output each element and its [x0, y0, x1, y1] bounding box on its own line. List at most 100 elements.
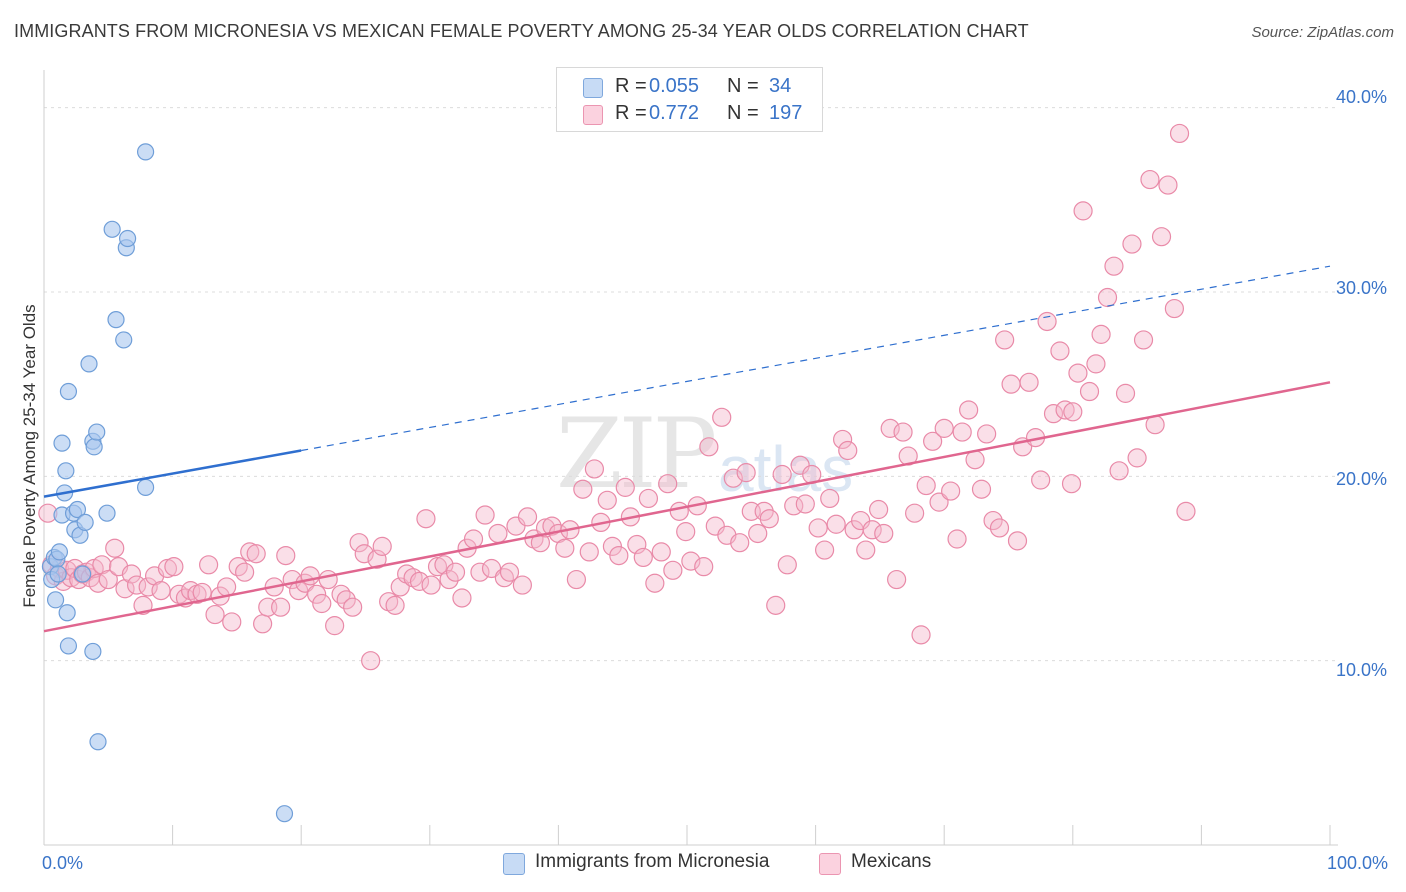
legend-row-micronesia: R = 0.055 N = 34 — [557, 75, 822, 103]
mexicans-point — [947, 529, 967, 549]
mexicans-point — [862, 520, 882, 540]
mexicans-point — [609, 545, 629, 566]
mexicans-point — [615, 477, 635, 497]
data-points — [38, 123, 1196, 823]
legend-n-label: N = — [727, 102, 759, 124]
mexicans-point — [772, 464, 792, 485]
mexicans-point — [276, 545, 296, 566]
bottom-legend-label: Mexicans — [851, 851, 932, 872]
y-tick-label-30: 30.0% — [1336, 278, 1388, 298]
grid-lines — [44, 107, 1338, 662]
mexicans-point — [1079, 381, 1100, 402]
mexicans-point — [880, 418, 900, 438]
mexicans-point — [1043, 404, 1064, 424]
mexicans-point — [379, 592, 399, 612]
x-tick-label-min: 0.0% — [42, 853, 84, 873]
stats-legend: R = 0.055 N = 34 R = 0.772 N = 197 — [556, 67, 823, 132]
mexicans-point — [488, 523, 508, 544]
micronesia-point — [49, 565, 67, 583]
micronesia-point — [275, 805, 294, 823]
mexicans-point — [694, 557, 714, 577]
mexicans-point — [312, 593, 332, 614]
bottom-legend-label: Immigrants from Micronesia — [535, 851, 770, 872]
mexicans-point — [372, 536, 392, 556]
micronesia-point — [50, 543, 69, 561]
mexicans-point — [584, 459, 605, 479]
mexicans-point — [98, 569, 118, 590]
mexicans-point — [736, 463, 756, 483]
mexicans-point — [385, 595, 405, 615]
mexicans-point — [1055, 400, 1075, 420]
legend-r-value: 0.055 — [649, 75, 700, 97]
mexicans-point — [838, 440, 858, 461]
mexicans-point — [138, 577, 158, 597]
micronesia-point — [98, 504, 116, 522]
micronesia-point — [85, 438, 103, 456]
mexicans-point — [1122, 234, 1142, 254]
y-tick-label-40: 40.0% — [1336, 87, 1388, 107]
mexicans-point — [336, 590, 356, 610]
mexicans-point — [416, 509, 436, 529]
mexicans-point — [959, 400, 979, 420]
mexicans-point — [941, 481, 961, 501]
mexicans-point — [217, 577, 237, 597]
mexicans-point — [1073, 201, 1093, 221]
mexicans-point — [157, 558, 178, 579]
micronesia-point — [76, 513, 94, 532]
mexicans-point — [445, 562, 466, 582]
mexicans-point — [1127, 448, 1147, 468]
mexicans-point — [1037, 311, 1057, 332]
x-tick-label-max: 100.0% — [1327, 853, 1389, 873]
trend-lines — [43, 265, 1331, 633]
legend-n-label: N = — [727, 75, 759, 97]
legend-row-mexicans: R = 0.772 N = 197 — [557, 102, 822, 130]
mexicans-point — [1104, 256, 1124, 276]
legend-swatch-pink — [583, 105, 603, 125]
micronesia-point — [73, 565, 92, 583]
mexicans-point — [271, 597, 291, 617]
mexicans-point — [307, 584, 327, 604]
mexicans-point — [1086, 354, 1106, 374]
mexicans-point — [1169, 123, 1190, 144]
mexicans-point — [651, 542, 671, 562]
mexicans-point — [164, 557, 184, 577]
mexicans-point — [905, 503, 925, 523]
mexicans-point — [1140, 169, 1160, 190]
mexicans-point — [452, 588, 472, 608]
mexicans-point — [934, 418, 954, 438]
mexicans-point — [475, 505, 495, 525]
mexicans-point — [971, 479, 992, 499]
mexicans-point — [512, 575, 532, 595]
mexicans-point — [494, 568, 514, 588]
mexicans-point — [409, 571, 430, 591]
mexicans-point — [638, 488, 659, 509]
mexicans-point — [1133, 330, 1154, 350]
mexicans-point — [699, 437, 719, 457]
mexicans-point — [133, 595, 153, 615]
legend-swatch-blue — [583, 78, 603, 98]
mexicans-point — [1019, 372, 1039, 392]
mexicans-point — [911, 625, 931, 645]
mexicans-point — [579, 542, 599, 562]
legend-r-value: 0.772 — [649, 102, 700, 124]
bottom-legend-swatch-pink — [819, 853, 841, 875]
y-axis-label: Female Poverty Among 25-34 Year Olds — [20, 304, 39, 608]
mexicans-point — [403, 568, 423, 588]
mexicans-point — [439, 569, 459, 590]
mexicans-point — [1109, 461, 1129, 481]
mexicans-point — [1176, 501, 1196, 521]
legend-n-value: 197 — [769, 102, 803, 124]
mexicans-point — [663, 560, 683, 580]
micronesia-point — [59, 382, 78, 401]
mexicans-point — [916, 475, 936, 496]
mexicans-point — [759, 509, 779, 529]
mexicans-point — [349, 533, 369, 553]
mexicans-point — [869, 499, 889, 520]
mexicans-point — [820, 488, 840, 509]
mexicans-point — [470, 562, 490, 582]
mexicans-point — [795, 494, 815, 514]
chart-title: IMMIGRANTS FROM MICRONESIA VS MEXICAN FE… — [14, 21, 1029, 41]
mexicans-point — [730, 533, 750, 553]
mexicans-point — [88, 573, 108, 593]
legend-n-value: 34 — [769, 75, 792, 97]
